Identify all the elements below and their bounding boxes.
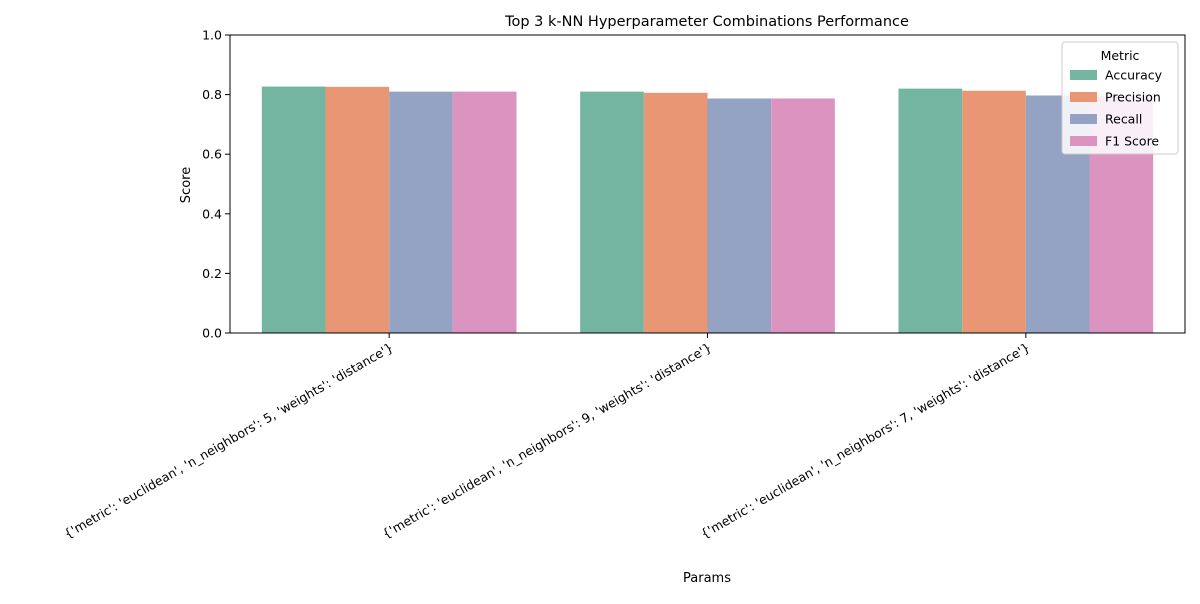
bar-accuracy-3 — [898, 88, 963, 333]
bar-recall-2 — [707, 98, 772, 333]
legend-swatch — [1070, 114, 1097, 124]
y-tick-label: 0.4 — [202, 206, 222, 221]
legend-label: F1 Score — [1105, 134, 1159, 149]
bar-precision-1 — [325, 86, 390, 333]
legend-swatch — [1070, 92, 1097, 102]
legend-swatch — [1070, 70, 1097, 80]
bar-precision-3 — [962, 90, 1026, 333]
legend: Metric Accuracy Precision Recall F1 Score — [1061, 41, 1179, 155]
bars-layer — [261, 86, 1154, 334]
x-tick-label: {'metric': 'euclidean', 'n_neighbors': 5… — [61, 340, 395, 542]
chart-title: Top 3 k-NN Hyperparameter Combinations P… — [504, 14, 909, 30]
x-axis-label: Params — [683, 571, 731, 586]
bar-f1-score-1 — [452, 91, 517, 334]
y-tick-label: 0.8 — [202, 87, 222, 102]
legend-label: Accuracy — [1105, 68, 1163, 83]
legend-swatch — [1070, 136, 1097, 146]
y-tick-label: 1.0 — [202, 28, 222, 43]
bar-accuracy-1 — [261, 86, 326, 333]
x-tick-label: {'metric': 'euclidean', 'n_neighbors': 9… — [380, 340, 714, 542]
legend-title: Metric — [1101, 48, 1140, 63]
legend-label: Recall — [1105, 112, 1142, 127]
x-tick-label: {'metric': 'euclidean', 'n_neighbors': 7… — [698, 340, 1032, 542]
y-axis-label: Score — [179, 167, 194, 203]
y-tick-label: 0.2 — [202, 266, 222, 281]
bar-accuracy-2 — [580, 91, 644, 334]
y-tick-label: 0.6 — [202, 147, 222, 162]
bar-precision-2 — [643, 92, 708, 333]
y-tick-label: 0.0 — [202, 326, 222, 341]
legend-label: Precision — [1105, 90, 1161, 105]
bar-f1-score-2 — [771, 98, 835, 333]
bar-recall-1 — [389, 91, 453, 334]
